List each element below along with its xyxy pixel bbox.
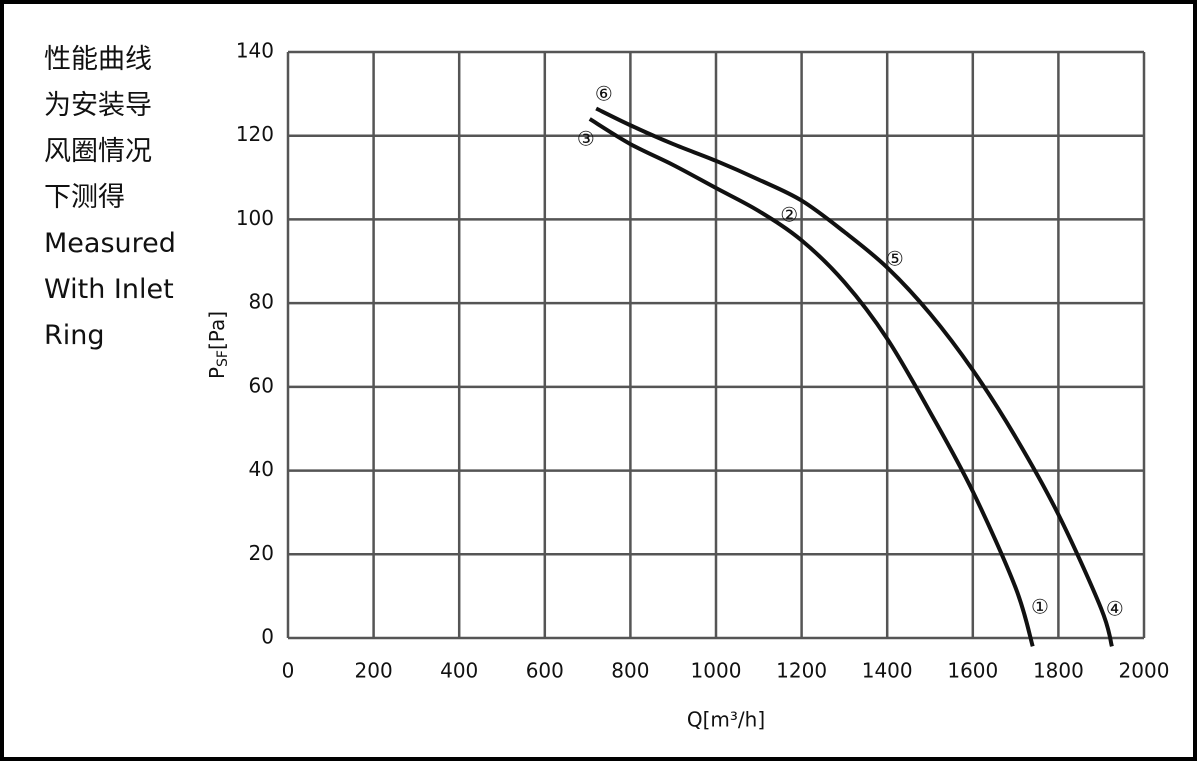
note-line: Measured bbox=[44, 228, 176, 259]
y-tick-label: 60 bbox=[249, 373, 274, 397]
x-tick-label: 1600 bbox=[947, 659, 998, 683]
note-line: With Inlet bbox=[44, 274, 174, 305]
note-line: 性能曲线 bbox=[44, 44, 152, 75]
x-axis-label: Q[m³/h] bbox=[687, 708, 765, 732]
note-line: 下测得 bbox=[44, 182, 125, 213]
y-tick-label: 40 bbox=[249, 457, 274, 481]
x-tick-label: 600 bbox=[526, 659, 564, 683]
x-tick-label: 1800 bbox=[1033, 659, 1084, 683]
y-label-subscript: SF bbox=[215, 350, 231, 367]
y-tick-label: 0 bbox=[261, 625, 274, 649]
curve-marker: ④ bbox=[1106, 596, 1124, 620]
y-label-symbol: P bbox=[205, 367, 229, 379]
curve-marker: ② bbox=[780, 203, 798, 227]
x-tick-label: 200 bbox=[355, 659, 393, 683]
curve-marker: ① bbox=[1031, 594, 1049, 618]
y-tick-label: 20 bbox=[249, 541, 274, 565]
x-tick-label: 1200 bbox=[776, 659, 827, 683]
y-tick-label: 80 bbox=[249, 290, 274, 314]
curve bbox=[588, 117, 1035, 647]
curve-marker: ⑥ bbox=[595, 82, 613, 106]
x-tick-label: 1000 bbox=[691, 659, 742, 683]
y-label-unit: [Pa] bbox=[205, 311, 229, 350]
y-tick-label: 120 bbox=[236, 122, 274, 146]
note-line: 为安装导 bbox=[44, 90, 152, 121]
x-tick-label: 400 bbox=[440, 659, 478, 683]
y-tick-label: 100 bbox=[236, 206, 274, 230]
x-tick-label: 800 bbox=[611, 659, 649, 683]
y-tick-label: 140 bbox=[236, 39, 274, 63]
curve-marker: ③ bbox=[577, 126, 595, 150]
curve-marker: ⑤ bbox=[886, 247, 904, 271]
curve bbox=[595, 106, 1114, 647]
x-tick-label: 2000 bbox=[1119, 659, 1170, 683]
note-line: 风圈情况 bbox=[44, 136, 152, 167]
x-tick-label: 0 bbox=[282, 659, 295, 683]
x-tick-label: 1400 bbox=[862, 659, 913, 683]
y-axis-label: PSF[Pa] bbox=[205, 311, 232, 379]
note-line: Ring bbox=[44, 320, 105, 351]
